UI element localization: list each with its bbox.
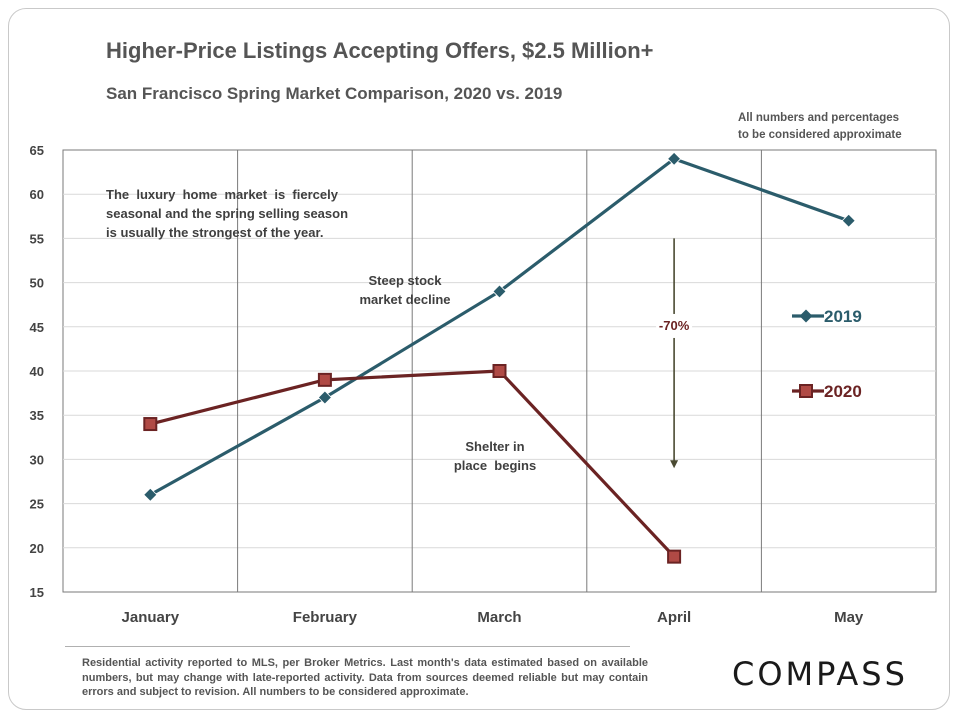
x-tick-label: March	[477, 609, 521, 626]
x-tick-label: January	[122, 609, 180, 626]
luxury-season-callout: The luxury home market is fiercely seaso…	[106, 185, 368, 242]
footer-divider	[65, 646, 630, 647]
callout-line: The luxury home market is fiercely	[106, 187, 338, 202]
y-tick-label: 25	[30, 497, 44, 512]
data-point-2020	[492, 364, 507, 378]
compass-logo: COMPASS	[732, 655, 908, 693]
data-point-2019	[492, 284, 507, 299]
x-tick-label: April	[657, 609, 691, 626]
slide-frame	[8, 8, 950, 710]
y-tick-label: 60	[30, 187, 44, 202]
legend-marker	[799, 309, 813, 323]
callout-line: seasonal and the spring selling season	[106, 206, 349, 221]
series-line-2020	[149, 369, 676, 558]
chart-title: Higher-Price Listings Accepting Offers, …	[106, 38, 654, 63]
legend-label: 2020	[824, 382, 862, 401]
callout-line: is usually the strongest of the year.	[106, 225, 324, 240]
y-tick-label: 55	[30, 231, 44, 246]
data-point-2019	[667, 151, 682, 166]
y-tick-label: 45	[30, 320, 44, 335]
y-tick-label: 65	[30, 143, 44, 158]
change-label: -70%	[659, 318, 690, 333]
data-point-2019	[143, 487, 158, 502]
stock-decline-callout: Steep stock market decline	[350, 271, 460, 309]
y-tick-label: 30	[30, 452, 44, 467]
data-point-2020	[143, 417, 158, 432]
x-tick-label: May	[834, 609, 864, 626]
decline-arrow-head	[670, 460, 679, 469]
legend-label: 2019	[824, 307, 862, 326]
chart-subtitle: San Francisco Spring Market Comparison, …	[106, 84, 563, 103]
callout-line: market decline	[359, 292, 451, 307]
y-tick-label: 35	[30, 408, 44, 423]
legend-marker	[799, 384, 813, 398]
callout-line: place begins	[453, 458, 537, 473]
shelter-in-place-callout: Shelter in place begins	[440, 437, 550, 475]
approximation-note-line: to be considered approximate	[738, 129, 902, 141]
y-tick-label: 20	[30, 541, 44, 556]
y-tick-label: 15	[30, 585, 44, 600]
change-label-bg	[656, 313, 693, 338]
data-point-2019	[841, 213, 856, 228]
approximation-note-line: All numbers and percentages	[738, 112, 900, 124]
callout-line: Steep stock	[368, 273, 442, 288]
footer-disclaimer: Residential activity reported to MLS, pe…	[82, 657, 648, 698]
y-tick-label: 40	[30, 364, 44, 379]
x-tick-label: February	[293, 609, 358, 626]
y-tick-label: 50	[30, 276, 44, 291]
callout-line: Shelter in	[465, 439, 525, 454]
data-point-2020	[317, 372, 332, 387]
approximation-note: All numbers and percentages to be consid…	[738, 110, 902, 144]
data-point-2019	[317, 390, 332, 405]
data-point-2020	[667, 549, 682, 564]
